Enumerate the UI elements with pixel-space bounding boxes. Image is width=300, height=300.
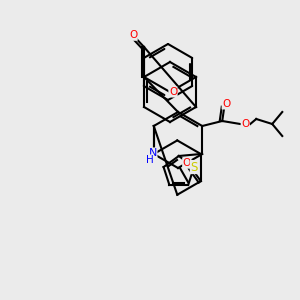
Text: H: H — [146, 155, 154, 165]
Text: O: O — [169, 87, 177, 97]
Text: O: O — [129, 30, 137, 40]
Text: O: O — [222, 99, 230, 109]
Text: O: O — [183, 158, 191, 168]
Text: N: N — [148, 148, 157, 158]
Text: O: O — [241, 119, 249, 129]
Text: S: S — [190, 160, 198, 174]
